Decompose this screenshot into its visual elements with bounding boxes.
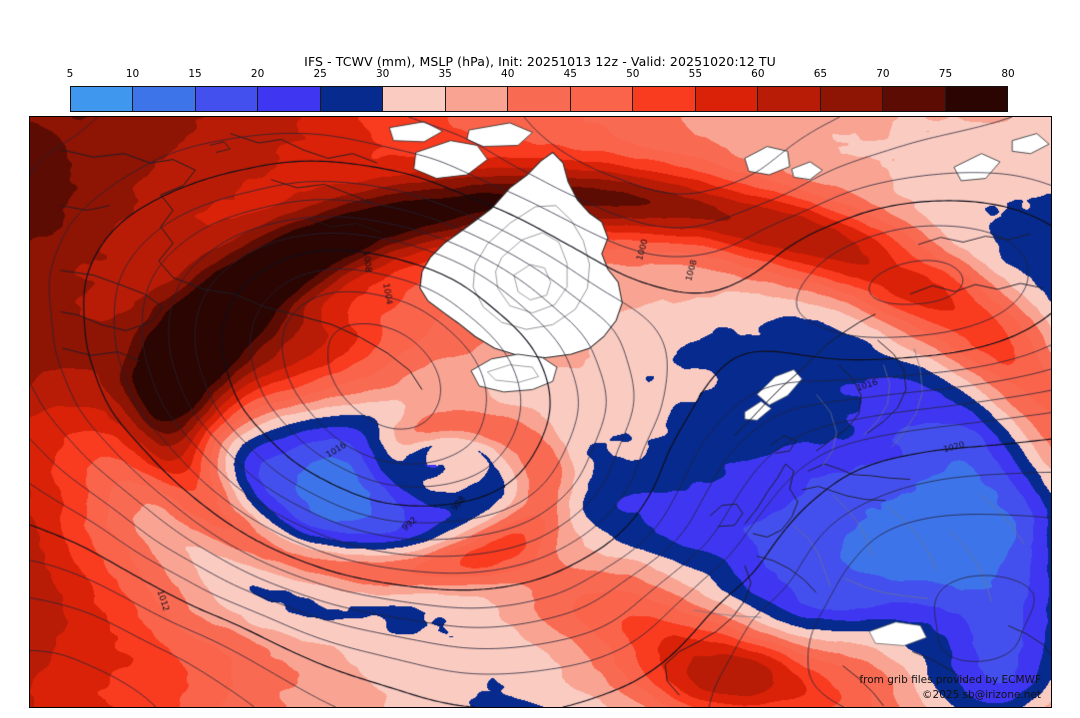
- colorbar-tick-55: 55: [688, 68, 703, 80]
- map-panel[interactable]: from grib files provided by ECMWF ©2025 …: [29, 116, 1052, 708]
- colorbar-swatch-60-65: [758, 87, 821, 111]
- colorbar-swatch-35-40: [445, 87, 509, 111]
- colorbar-swatch-30-35: [383, 87, 446, 111]
- colorbar-swatch-45-50: [570, 87, 634, 111]
- colorbar-tick-45: 45: [563, 68, 577, 80]
- tcwv-mslp-map[interactable]: [30, 117, 1051, 707]
- colorbar-swatch-20-25: [258, 87, 321, 111]
- colorbar-tick-25: 25: [313, 68, 327, 80]
- colorbar-swatch-65-70: [820, 87, 884, 111]
- colorbar-tick-35: 35: [438, 68, 452, 80]
- colorbar-swatch-15-20: [195, 87, 259, 111]
- colorbar-tick-75: 75: [938, 68, 953, 80]
- colorbar-swatch-25-30: [320, 87, 384, 111]
- colorbar-swatch-75-80: [945, 87, 1008, 111]
- colorbar-tick-5: 5: [66, 68, 74, 80]
- colorbar-tick-15: 15: [188, 68, 202, 80]
- colorbar-tick-labels: 5 10 15 20 25 30 35 40 45 50 55 60 65 70 75 80: [66, 68, 1015, 84]
- colorbar-swatch-5-10: [71, 87, 134, 111]
- colorbar: [70, 86, 1008, 112]
- page-title: IFS - TCWV (mm), MSLP (hPa), Init: 20251…: [304, 54, 776, 69]
- colorbar-tick-30: 30: [375, 68, 390, 80]
- colorbar-tick-80: 80: [1001, 68, 1015, 80]
- colorbar-tick-50: 50: [626, 68, 640, 80]
- colorbar-swatch-40-45: [508, 87, 571, 111]
- colorbar-tick-10: 10: [125, 68, 140, 80]
- colorbar-tick-70: 70: [876, 68, 890, 80]
- colorbar-swatch-50-55: [633, 87, 696, 111]
- colorbar-swatches: [70, 86, 1008, 112]
- colorbar-swatch-55-60: [695, 87, 759, 111]
- colorbar-swatch-10-15: [133, 87, 196, 111]
- colorbar-swatch-70-75: [883, 87, 946, 111]
- colorbar-tick-40: 40: [501, 68, 515, 80]
- colorbar-tick-60: 60: [751, 68, 765, 80]
- colorbar-tick-20: 20: [250, 68, 265, 80]
- colorbar-tick-65: 65: [813, 68, 828, 80]
